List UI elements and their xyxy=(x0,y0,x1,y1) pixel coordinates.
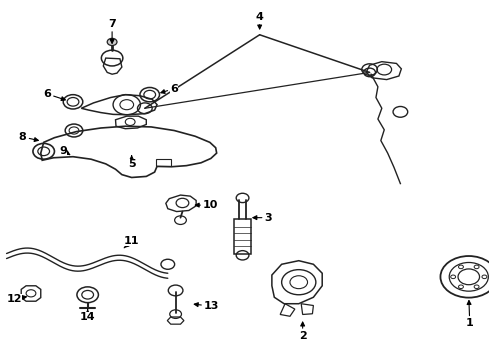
Text: 11: 11 xyxy=(124,236,139,248)
Text: 10: 10 xyxy=(196,200,219,210)
Text: 8: 8 xyxy=(19,132,38,142)
Text: 12: 12 xyxy=(7,294,26,304)
Text: 14: 14 xyxy=(80,309,96,322)
Text: 1: 1 xyxy=(466,301,474,328)
Text: 6: 6 xyxy=(161,84,178,94)
Text: 6: 6 xyxy=(43,89,65,100)
Circle shape xyxy=(107,39,117,45)
Text: 7: 7 xyxy=(108,19,116,43)
Text: 5: 5 xyxy=(128,156,135,169)
Text: 9: 9 xyxy=(59,145,70,156)
Text: 4: 4 xyxy=(256,12,264,29)
Bar xyxy=(234,220,251,253)
Text: 2: 2 xyxy=(299,322,307,341)
Text: 13: 13 xyxy=(194,301,220,311)
Text: 3: 3 xyxy=(253,213,272,222)
